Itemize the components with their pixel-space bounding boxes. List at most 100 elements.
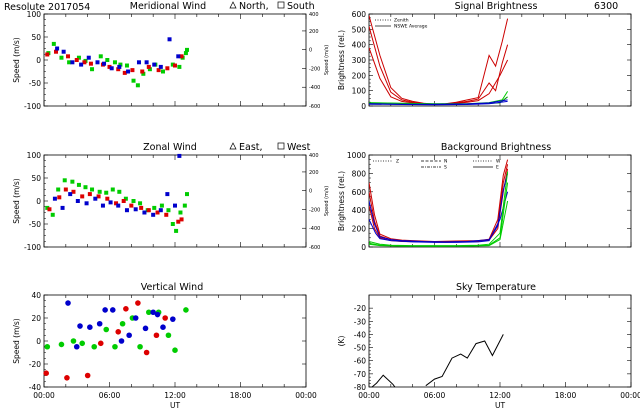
zonal-point bbox=[110, 187, 115, 192]
meridional-title: Meridional Wind bbox=[130, 1, 206, 12]
meridional-point bbox=[55, 46, 60, 51]
background-series-line bbox=[369, 159, 509, 243]
zonal-point bbox=[152, 205, 157, 210]
zonal-point bbox=[76, 182, 81, 187]
meridional-point bbox=[112, 60, 117, 65]
y-tick-label: 400 bbox=[352, 41, 367, 50]
x-tick-label: 18:00 bbox=[555, 391, 577, 400]
zonal-point bbox=[62, 178, 67, 183]
meridional-point bbox=[82, 60, 87, 65]
y-right-tick-label: -200 bbox=[309, 207, 320, 213]
zonal-point bbox=[70, 179, 75, 184]
meridional-point bbox=[45, 52, 50, 57]
y-tick-label: 100 bbox=[352, 87, 367, 96]
vertical-point bbox=[96, 320, 103, 327]
zonal-point bbox=[56, 187, 61, 192]
vertical-point bbox=[79, 340, 86, 347]
vertical-point bbox=[132, 315, 139, 321]
y-right-tick-label: -400 bbox=[309, 85, 320, 91]
skytemp-series-line bbox=[371, 374, 396, 387]
zonal-point bbox=[146, 208, 151, 213]
zonal-point bbox=[68, 192, 73, 197]
meridional-point bbox=[116, 67, 121, 72]
background-series-line bbox=[369, 173, 509, 243]
meridional-point bbox=[102, 61, 107, 66]
x-axis-label: UT bbox=[495, 401, 505, 410]
vertical-point bbox=[115, 329, 122, 335]
x-tick-label: 00:00 bbox=[620, 391, 640, 400]
y-tick-label: 0 bbox=[36, 56, 41, 65]
meridional-point bbox=[183, 51, 188, 56]
x-tick-label: 18:00 bbox=[230, 391, 252, 400]
zonal-point bbox=[158, 208, 163, 213]
vertical-point bbox=[126, 332, 132, 339]
legend-label: E bbox=[496, 165, 499, 171]
zonal-point bbox=[87, 192, 92, 197]
meridional-point bbox=[136, 60, 141, 65]
zonal-point bbox=[104, 190, 109, 195]
zonal-point bbox=[108, 200, 113, 205]
zonal-point bbox=[47, 207, 52, 212]
vertical-title: Vertical Wind bbox=[141, 282, 203, 293]
meridional-point bbox=[173, 63, 177, 68]
skytemp-series-line bbox=[425, 334, 504, 387]
meridional-point bbox=[66, 54, 71, 59]
zonal-point bbox=[93, 196, 98, 201]
signal-series-line bbox=[369, 91, 509, 105]
meridional-point bbox=[140, 69, 145, 74]
zonal-title: Zonal Wind bbox=[143, 142, 197, 153]
zonal-point bbox=[173, 203, 177, 208]
vertical-point bbox=[142, 325, 149, 332]
meridional-point bbox=[98, 54, 103, 59]
legend-label: N bbox=[444, 159, 447, 165]
skytemp-title: Sky Temperature bbox=[456, 282, 536, 293]
meridional-point bbox=[156, 68, 161, 73]
triangle-icon bbox=[229, 142, 237, 150]
y-tick-label: -20 bbox=[354, 304, 366, 313]
zonal-point bbox=[63, 187, 68, 192]
meridional-point bbox=[76, 55, 81, 60]
vertical-point bbox=[162, 315, 168, 321]
vertical-point bbox=[160, 324, 166, 331]
meridional-point bbox=[124, 63, 129, 68]
zonal-point bbox=[80, 194, 85, 199]
meridional-point bbox=[130, 68, 135, 73]
legend-label: North, bbox=[239, 1, 269, 12]
zonal-point bbox=[178, 210, 183, 215]
y-tick-label: -100 bbox=[24, 102, 41, 111]
y-tick-label: -40 bbox=[29, 383, 41, 392]
vertical-point bbox=[112, 343, 118, 350]
background-title: Background Brightness bbox=[441, 142, 551, 153]
meridional-point bbox=[105, 58, 110, 62]
legend-label: S bbox=[444, 165, 447, 171]
zonal-point bbox=[84, 201, 89, 206]
zonal-point bbox=[129, 203, 134, 208]
y-axis-label: Speed (m/s) bbox=[12, 318, 21, 364]
meridional-point bbox=[122, 70, 127, 75]
meridional-point bbox=[147, 67, 152, 72]
vertical-point bbox=[103, 326, 110, 333]
page-title: Resolute 2017054 bbox=[4, 2, 90, 13]
meridional-point bbox=[170, 62, 175, 67]
meridional-point bbox=[88, 61, 93, 66]
y-right-tick-label: 0 bbox=[309, 189, 312, 195]
zonal-point bbox=[90, 187, 95, 192]
zonal-point bbox=[166, 208, 171, 213]
y-tick-label: 20 bbox=[31, 314, 41, 323]
vertical-point bbox=[73, 343, 80, 350]
signal-title: Signal Brightness bbox=[455, 1, 538, 12]
meridional-point bbox=[118, 62, 123, 67]
legend-label: West bbox=[287, 142, 311, 153]
y-right-axis-label: Speed (m/s) bbox=[324, 45, 330, 75]
zonal-point bbox=[151, 212, 156, 217]
y-tick-label: 500 bbox=[352, 25, 367, 34]
y-tick-label: 600 bbox=[352, 188, 367, 197]
meridional-point bbox=[59, 55, 64, 60]
meridional-point bbox=[185, 47, 190, 52]
zonal-point bbox=[100, 203, 105, 208]
zonal-point bbox=[71, 189, 76, 194]
y-tick-label: 0 bbox=[361, 243, 366, 252]
x-tick-label: 06:00 bbox=[99, 391, 121, 400]
legend-label: W bbox=[496, 159, 501, 165]
legend-label: East, bbox=[239, 142, 263, 153]
